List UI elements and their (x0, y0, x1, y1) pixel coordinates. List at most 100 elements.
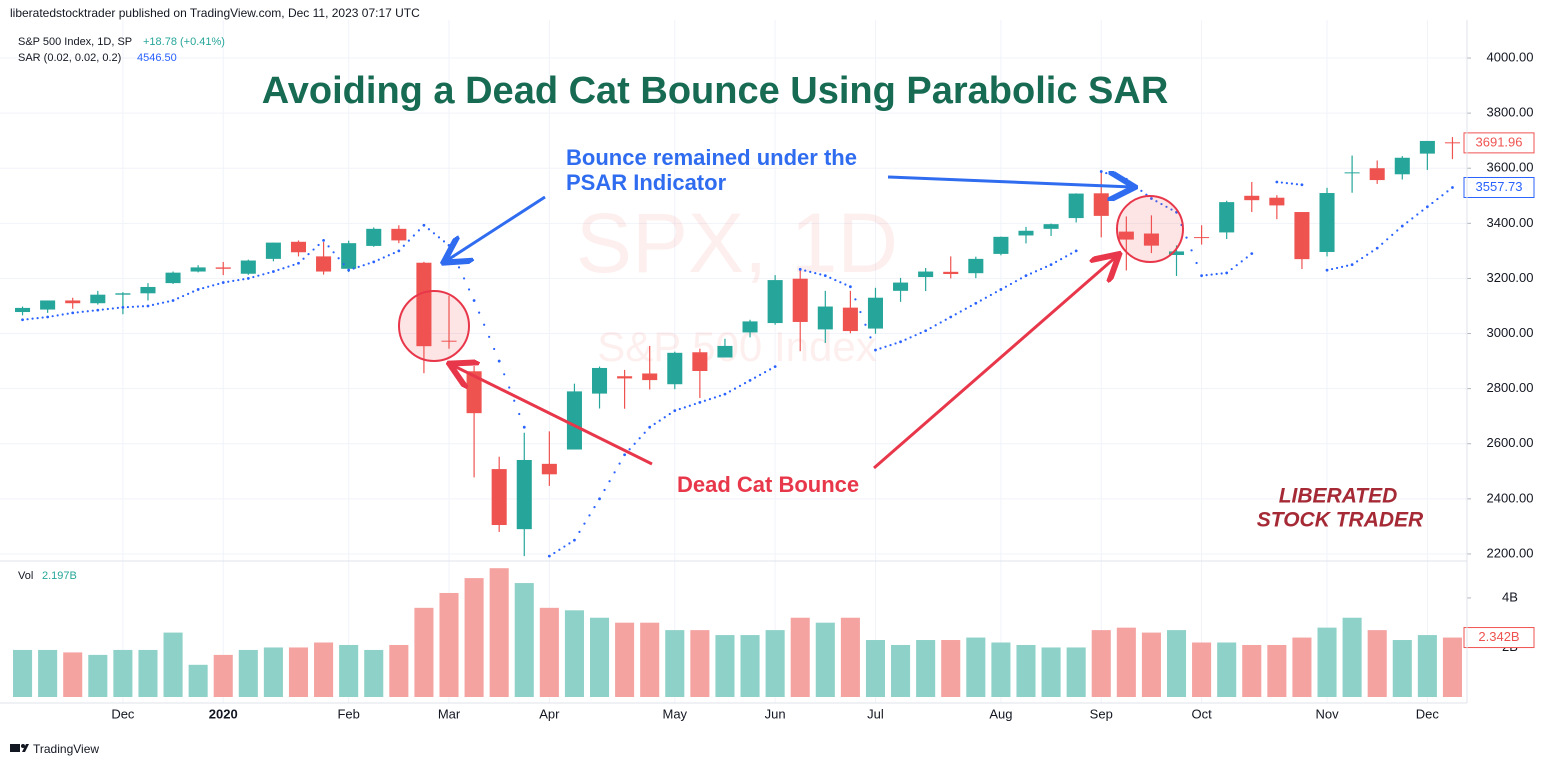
sar-dot-interp (327, 245, 330, 248)
sar-dot-interp (1290, 182, 1294, 185)
sar-dot-interp (462, 277, 466, 280)
sar-dot-interp (106, 307, 109, 311)
sar-dot-interp (161, 301, 165, 304)
candle-body (341, 243, 357, 269)
sar-dot-interp (969, 304, 972, 308)
vol-value: 2.197B (42, 570, 77, 582)
sar-dot-interp (412, 234, 415, 237)
vol-label: Vol (18, 570, 33, 582)
sar-dot-interp (488, 335, 491, 338)
sar-dot-interp (1135, 185, 1138, 189)
x-tick-label: Sep (1090, 706, 1113, 721)
sar-dot (1275, 180, 1279, 184)
sar-dot-interp (558, 548, 561, 551)
sar-dot-interp (769, 368, 772, 371)
sar-dot-interp (1361, 256, 1364, 260)
sar-dot-interp (944, 318, 947, 321)
sar-dot-interp (593, 506, 596, 509)
sar-dot-interp (713, 396, 717, 399)
sar-dot-interp (829, 276, 832, 279)
tv-logo (10, 744, 29, 752)
sar-dot-interp (1130, 182, 1133, 185)
sar-dot-interp (1009, 282, 1013, 286)
sar-dot-interp (1396, 229, 1399, 232)
sar-dot-interp (387, 254, 390, 257)
volume-bar (314, 642, 334, 697)
highlight-circle (398, 290, 470, 362)
sar-dot-interp (503, 373, 506, 376)
sar-dot-interp (1371, 250, 1374, 253)
candle-body (717, 345, 733, 358)
candle-body (767, 280, 783, 324)
annotation: Dead Cat Bounce (677, 472, 859, 497)
candle-body (1194, 237, 1210, 239)
sar-dot (648, 425, 652, 429)
sar-dot-interp (1366, 253, 1369, 256)
sar-dot-interp (181, 294, 185, 298)
volume-bar (564, 610, 584, 697)
x-tick-label: Apr (539, 706, 560, 721)
candle-body (1118, 231, 1134, 240)
sar-dot (447, 243, 451, 247)
sar-label: 3557.73 (1476, 179, 1523, 194)
sar-dot (1250, 252, 1254, 256)
sar-dot-interp (819, 273, 822, 276)
sar-dot-interp (814, 272, 817, 275)
sar-dot-interp (1165, 205, 1168, 208)
annotation: PSAR Indicator (566, 170, 727, 195)
sar-dot-interp (904, 338, 907, 341)
sar-dot-interp (954, 313, 957, 316)
sar-dot (21, 318, 24, 322)
annotation: Bounce remained under the (566, 145, 857, 170)
sar-dot (1049, 263, 1053, 267)
sar-dot (272, 270, 275, 273)
sar-dot-interp (914, 334, 917, 337)
sar-dot (96, 308, 100, 312)
sar-dot-interp (1421, 209, 1424, 212)
sar-dot-interp (618, 462, 621, 465)
sar-dot-interp (1280, 181, 1283, 184)
sar-dot (472, 299, 476, 302)
sar-dot-interp (1054, 260, 1058, 263)
sar-dot (748, 378, 752, 382)
candle-body (165, 272, 181, 284)
volume-bar (163, 632, 183, 697)
candle-body (692, 352, 708, 371)
sar-dot-interp (1195, 261, 1198, 265)
sar-dot (573, 538, 576, 542)
y-tick-label: 2200.00 (1487, 545, 1534, 560)
sar-dot-interp (262, 273, 265, 276)
sar-dot-interp (227, 280, 230, 283)
logo: STOCK TRADER (1257, 509, 1424, 532)
sar-dot-interp (994, 291, 997, 294)
sar-dot-interp (683, 406, 686, 409)
sar-dot-interp (568, 542, 571, 545)
sar-dot-interp (1160, 202, 1163, 206)
sar-dot-interp (392, 251, 395, 255)
sar-dot-interp (1044, 265, 1048, 268)
candle-body (1419, 140, 1435, 154)
volume-bar (113, 649, 133, 697)
sar-dot-interp (317, 243, 320, 247)
price-label-box (1463, 132, 1535, 154)
sar-dot-interp (513, 399, 516, 402)
y-tick-label: 4000.00 (1487, 49, 1534, 64)
sar-dot-interp (889, 344, 892, 347)
sar-dot-interp (1431, 201, 1434, 205)
sar-dot-interp (643, 431, 646, 434)
sar-dot-interp (1245, 256, 1248, 259)
sar-dot-interp (939, 321, 942, 324)
sar-dot-interp (809, 270, 812, 273)
sar-dot-interp (1416, 213, 1419, 216)
sar-dot-interp (432, 232, 436, 235)
volume-bar (991, 642, 1011, 697)
sar-dot-interp (693, 402, 696, 406)
sar-dot-interp (312, 248, 315, 251)
sar-dot-interp (1220, 272, 1223, 275)
volume-label: 2.342B (1478, 629, 1519, 644)
sar-dot-interp (1070, 252, 1073, 255)
sar-dot-interp (653, 422, 656, 425)
legend-symbol: S&P 500 Index, 1D, SP (18, 36, 132, 48)
sar-dot-interp (342, 263, 345, 266)
